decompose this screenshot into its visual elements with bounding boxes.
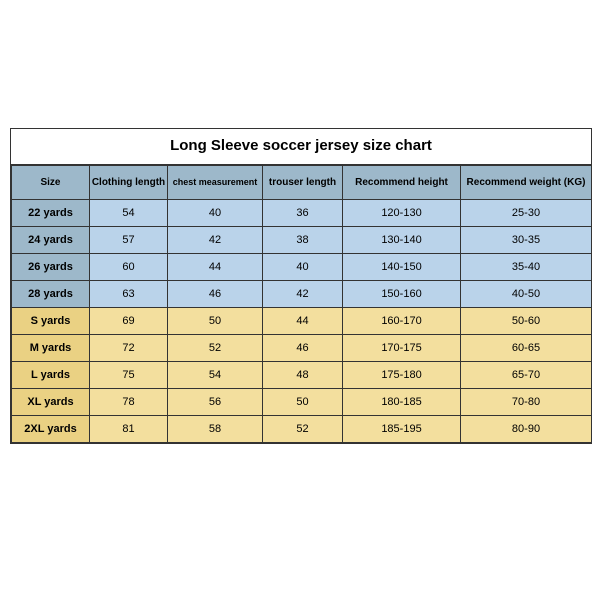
cell-rec-weight: 65-70 [461,362,592,389]
col-size: Size [12,166,90,200]
cell-chest: 58 [168,416,263,443]
cell-size: 26 yards [12,254,90,281]
cell-rec-weight: 70-80 [461,389,592,416]
cell-size: XL yards [12,389,90,416]
cell-clothing-length: 75 [90,362,168,389]
cell-clothing-length: 57 [90,227,168,254]
cell-trouser: 46 [263,335,343,362]
cell-clothing-length: 78 [90,389,168,416]
table-row: S yards695044160-17050-60 [12,308,592,335]
cell-rec-height: 120-130 [343,200,461,227]
col-rec-weight: Recommend weight (KG) [461,166,592,200]
cell-chest: 44 [168,254,263,281]
cell-trouser: 52 [263,416,343,443]
col-chest: chest measurement [168,166,263,200]
chart-title: Long Sleeve soccer jersey size chart [11,129,591,165]
cell-rec-weight: 25-30 [461,200,592,227]
cell-chest: 40 [168,200,263,227]
cell-clothing-length: 72 [90,335,168,362]
cell-clothing-length: 63 [90,281,168,308]
cell-rec-weight: 60-65 [461,335,592,362]
cell-chest: 42 [168,227,263,254]
cell-chest: 52 [168,335,263,362]
cell-chest: 56 [168,389,263,416]
cell-rec-weight: 30-35 [461,227,592,254]
cell-size: 28 yards [12,281,90,308]
table-row: M yards725246170-17560-65 [12,335,592,362]
cell-rec-height: 185-195 [343,416,461,443]
cell-clothing-length: 81 [90,416,168,443]
cell-rec-height: 140-150 [343,254,461,281]
cell-rec-weight: 35-40 [461,254,592,281]
cell-size: 24 yards [12,227,90,254]
cell-rec-height: 170-175 [343,335,461,362]
cell-clothing-length: 69 [90,308,168,335]
table-row: 2XL yards815852185-19580-90 [12,416,592,443]
cell-rec-height: 160-170 [343,308,461,335]
cell-trouser: 44 [263,308,343,335]
cell-rec-weight: 80-90 [461,416,592,443]
cell-chest: 46 [168,281,263,308]
cell-rec-height: 180-185 [343,389,461,416]
cell-size: 2XL yards [12,416,90,443]
cell-rec-height: 150-160 [343,281,461,308]
cell-trouser: 36 [263,200,343,227]
table-row: XL yards785650180-18570-80 [12,389,592,416]
cell-rec-weight: 50-60 [461,308,592,335]
cell-chest: 54 [168,362,263,389]
col-clothing-length: Clothing length [90,166,168,200]
table-row: 22 yards544036120-13025-30 [12,200,592,227]
cell-size: M yards [12,335,90,362]
cell-chest: 50 [168,308,263,335]
table-row: 28 yards634642150-16040-50 [12,281,592,308]
cell-clothing-length: 60 [90,254,168,281]
size-chart: Long Sleeve soccer jersey size chart Siz… [10,128,592,444]
cell-trouser: 50 [263,389,343,416]
cell-size: L yards [12,362,90,389]
cell-trouser: 40 [263,254,343,281]
cell-size: S yards [12,308,90,335]
cell-rec-height: 175-180 [343,362,461,389]
cell-rec-weight: 40-50 [461,281,592,308]
header-row: Size Clothing length chest measurement t… [12,166,592,200]
table-row: 24 yards574238130-14030-35 [12,227,592,254]
cell-clothing-length: 54 [90,200,168,227]
cell-trouser: 42 [263,281,343,308]
cell-trouser: 48 [263,362,343,389]
cell-rec-height: 130-140 [343,227,461,254]
col-rec-height: Recommend height [343,166,461,200]
col-trouser: trouser length [263,166,343,200]
table-row: 26 yards604440140-15035-40 [12,254,592,281]
cell-trouser: 38 [263,227,343,254]
cell-size: 22 yards [12,200,90,227]
size-table: Size Clothing length chest measurement t… [11,165,592,443]
table-row: L yards755448175-18065-70 [12,362,592,389]
